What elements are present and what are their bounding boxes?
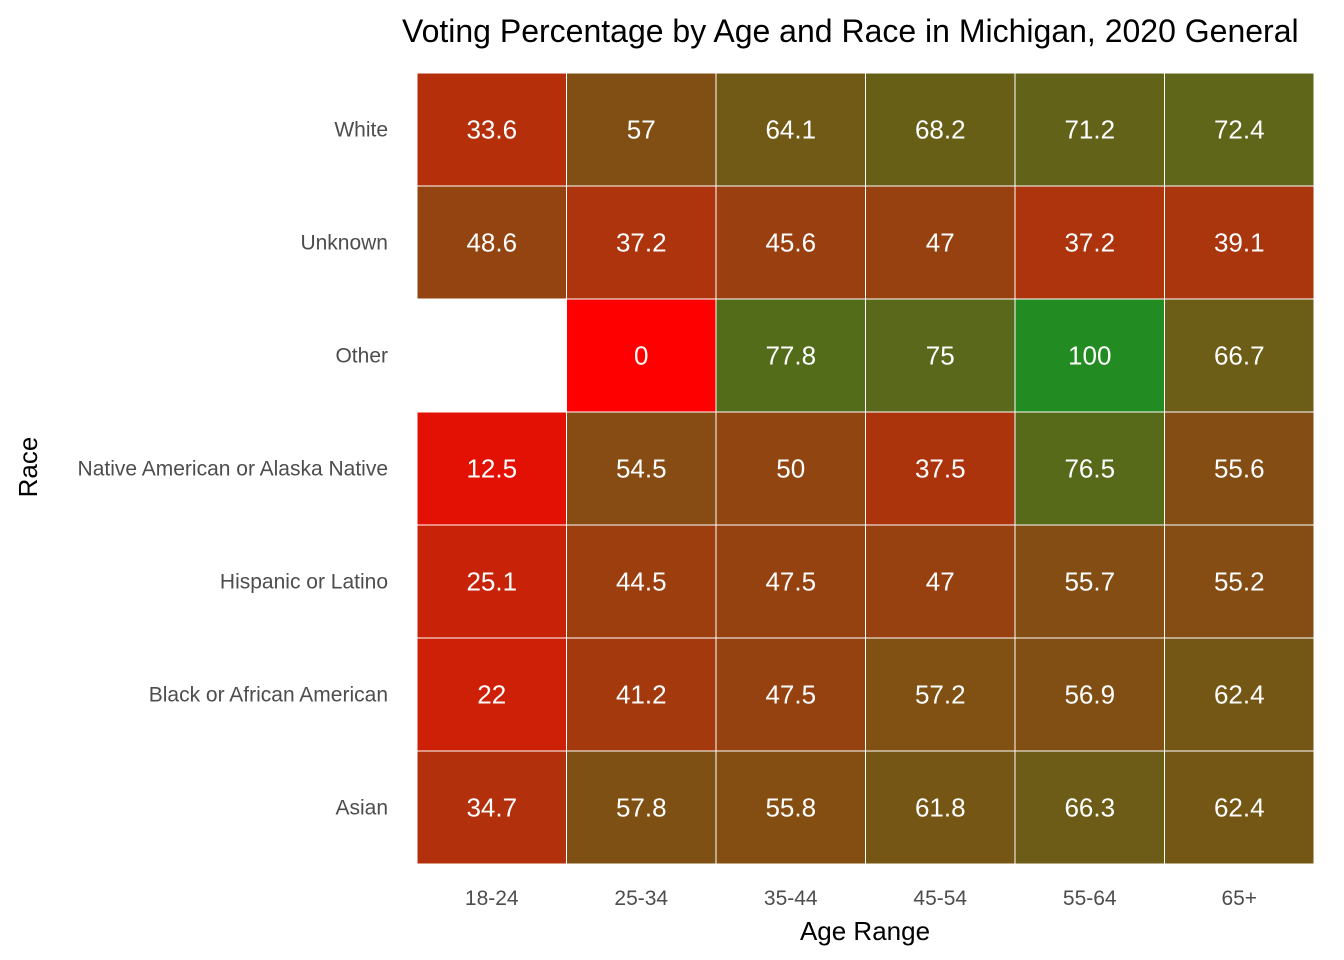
heatmap-cell-asian-35-44	[715, 750, 866, 865]
cell-value-label: 45.6	[765, 228, 816, 258]
cell-value-label: 55.6	[1214, 454, 1265, 484]
cell-value-label: 48.6	[466, 228, 517, 258]
heatmap-cell-other-55-64	[1014, 298, 1165, 413]
cell-value-label: 47.5	[765, 567, 816, 597]
heatmap-cell-white-45-54	[865, 72, 1016, 187]
y-tick-label-white: White	[334, 119, 388, 142]
cell-value-label: 71.2	[1064, 115, 1115, 145]
cell-value-label: 47	[926, 567, 955, 597]
cell-value-label: 34.7	[466, 793, 517, 823]
heatmap-cell-hispanic-or-latino-45-54	[865, 524, 1016, 639]
cell-value-label: 33.6	[466, 115, 517, 145]
cell-value-label: 41.2	[616, 680, 667, 710]
cell-value-label: 64.1	[765, 115, 816, 145]
cell-value-label: 47	[926, 228, 955, 258]
chart-title: Voting Percentage by Age and Race in Mic…	[402, 13, 1299, 49]
x-tick-label-35-44: 35-44	[764, 887, 818, 910]
cell-value-label: 56.9	[1064, 680, 1115, 710]
x-tick-label-25-34: 25-34	[614, 887, 668, 910]
cell-value-label: 22	[477, 680, 506, 710]
heatmap-cell-hispanic-or-latino-55-64	[1014, 524, 1165, 639]
heatmap-cell-other-65	[1164, 298, 1315, 413]
cell-value-label: 57.2	[915, 680, 966, 710]
cell-value-label: 62.4	[1214, 680, 1265, 710]
x-tick-labels: 18-24 25-34 35-44 45-54 55-64 65+	[465, 887, 1257, 910]
cell-value-label: 39.1	[1214, 228, 1265, 258]
heatmap-cell-native-american-or-alaska-native-55-64	[1014, 411, 1165, 526]
heatmap-cell-white-25-34	[566, 72, 717, 187]
y-tick-label-native-american-or-alaska-native: Native American or Alaska Native	[78, 458, 388, 481]
heatmap-cell-native-american-or-alaska-native-25-34	[566, 411, 717, 526]
heatmap-cell-asian-45-54	[865, 750, 1016, 865]
heatmap-cell-black-or-african-american-25-34	[566, 637, 717, 752]
cell-value-label: 47.5	[765, 680, 816, 710]
heatmap-cell-unknown-65	[1164, 185, 1315, 300]
heatmap-cell-unknown-45-54	[865, 185, 1016, 300]
cell-value-label: 100	[1068, 341, 1111, 371]
cell-value-label: 68.2	[915, 115, 966, 145]
cell-value-label: 57.8	[616, 793, 667, 823]
y-tick-label-asian: Asian	[335, 797, 388, 820]
y-tick-labels: White Unknown Other Native American or Alas…	[78, 119, 388, 820]
cell-value-label: 66.3	[1064, 793, 1115, 823]
y-tick-label-unknown: Unknown	[300, 232, 388, 255]
cell-value-label: 50	[776, 454, 805, 484]
heatmap-cell-asian-65	[1164, 750, 1315, 865]
cell-value-label: 57	[627, 115, 656, 145]
cell-value-label: 0	[634, 341, 648, 371]
heatmap-cells: 33.6 57 64.1 68.2 71.2 72.4 48.6 37.2 45.6 47 37.2…	[416, 72, 1315, 865]
heatmap-cell-white-18-24	[416, 72, 567, 187]
heatmap-cell-other-25-34	[566, 298, 717, 413]
y-tick-label-hispanic-or-latino: Hispanic or Latino	[220, 571, 388, 594]
heatmap-cell-white-35-44	[715, 72, 866, 187]
y-axis-title: Race	[13, 437, 43, 498]
x-tick-label-18-24: 18-24	[465, 887, 519, 910]
heatmap-cell-native-american-or-alaska-native-18-24	[416, 411, 567, 526]
y-tick-label-black-or-african-american: Black or African American	[149, 684, 388, 707]
heatmap-cell-native-american-or-alaska-native-35-44	[715, 411, 866, 526]
cell-value-label: 12.5	[466, 454, 517, 484]
cell-value-label: 55.2	[1214, 567, 1265, 597]
cell-value-label: 37.5	[915, 454, 966, 484]
heatmap-cell-other-45-54	[865, 298, 1016, 413]
heatmap-cell-asian-25-34	[566, 750, 717, 865]
cell-value-label: 76.5	[1064, 454, 1115, 484]
cell-value-label: 77.8	[765, 341, 816, 371]
cell-value-label: 44.5	[616, 567, 667, 597]
cell-value-label: 55.7	[1064, 567, 1115, 597]
heatmap-cell-hispanic-or-latino-25-34	[566, 524, 717, 639]
heatmap-cell-asian-18-24	[416, 750, 567, 865]
cell-value-label: 72.4	[1214, 115, 1265, 145]
heatmap-cell-black-or-african-american-65	[1164, 637, 1315, 752]
cell-value-label: 37.2	[616, 228, 667, 258]
x-tick-label-55-64: 55-64	[1063, 887, 1117, 910]
heatmap-cell-native-american-or-alaska-native-45-54	[865, 411, 1016, 526]
cell-value-label: 54.5	[616, 454, 667, 484]
cell-value-label: 37.2	[1064, 228, 1115, 258]
y-tick-label-other: Other	[335, 345, 388, 368]
heatmap-cell-white-55-64	[1014, 72, 1165, 187]
cell-value-label: 62.4	[1214, 793, 1265, 823]
x-axis-title: Age Range	[800, 916, 930, 946]
heatmap-cell-unknown-18-24	[416, 185, 567, 300]
heatmap-cell-asian-55-64	[1014, 750, 1165, 865]
heatmap-cell-hispanic-or-latino-65	[1164, 524, 1315, 639]
heatmap-cell-native-american-or-alaska-native-65	[1164, 411, 1315, 526]
cell-value-label: 25.1	[466, 567, 517, 597]
heatmap-cell-other-35-44	[715, 298, 866, 413]
x-tick-label-45-54: 45-54	[913, 887, 967, 910]
x-tick-label-65: 65+	[1221, 887, 1257, 910]
heatmap-cell-white-65	[1164, 72, 1315, 187]
heatmap-cell-unknown-25-34	[566, 185, 717, 300]
cell-value-label: 75	[926, 341, 955, 371]
cell-value-label: 55.8	[765, 793, 816, 823]
cell-value-label: 66.7	[1214, 341, 1265, 371]
cell-value-label: 61.8	[915, 793, 966, 823]
